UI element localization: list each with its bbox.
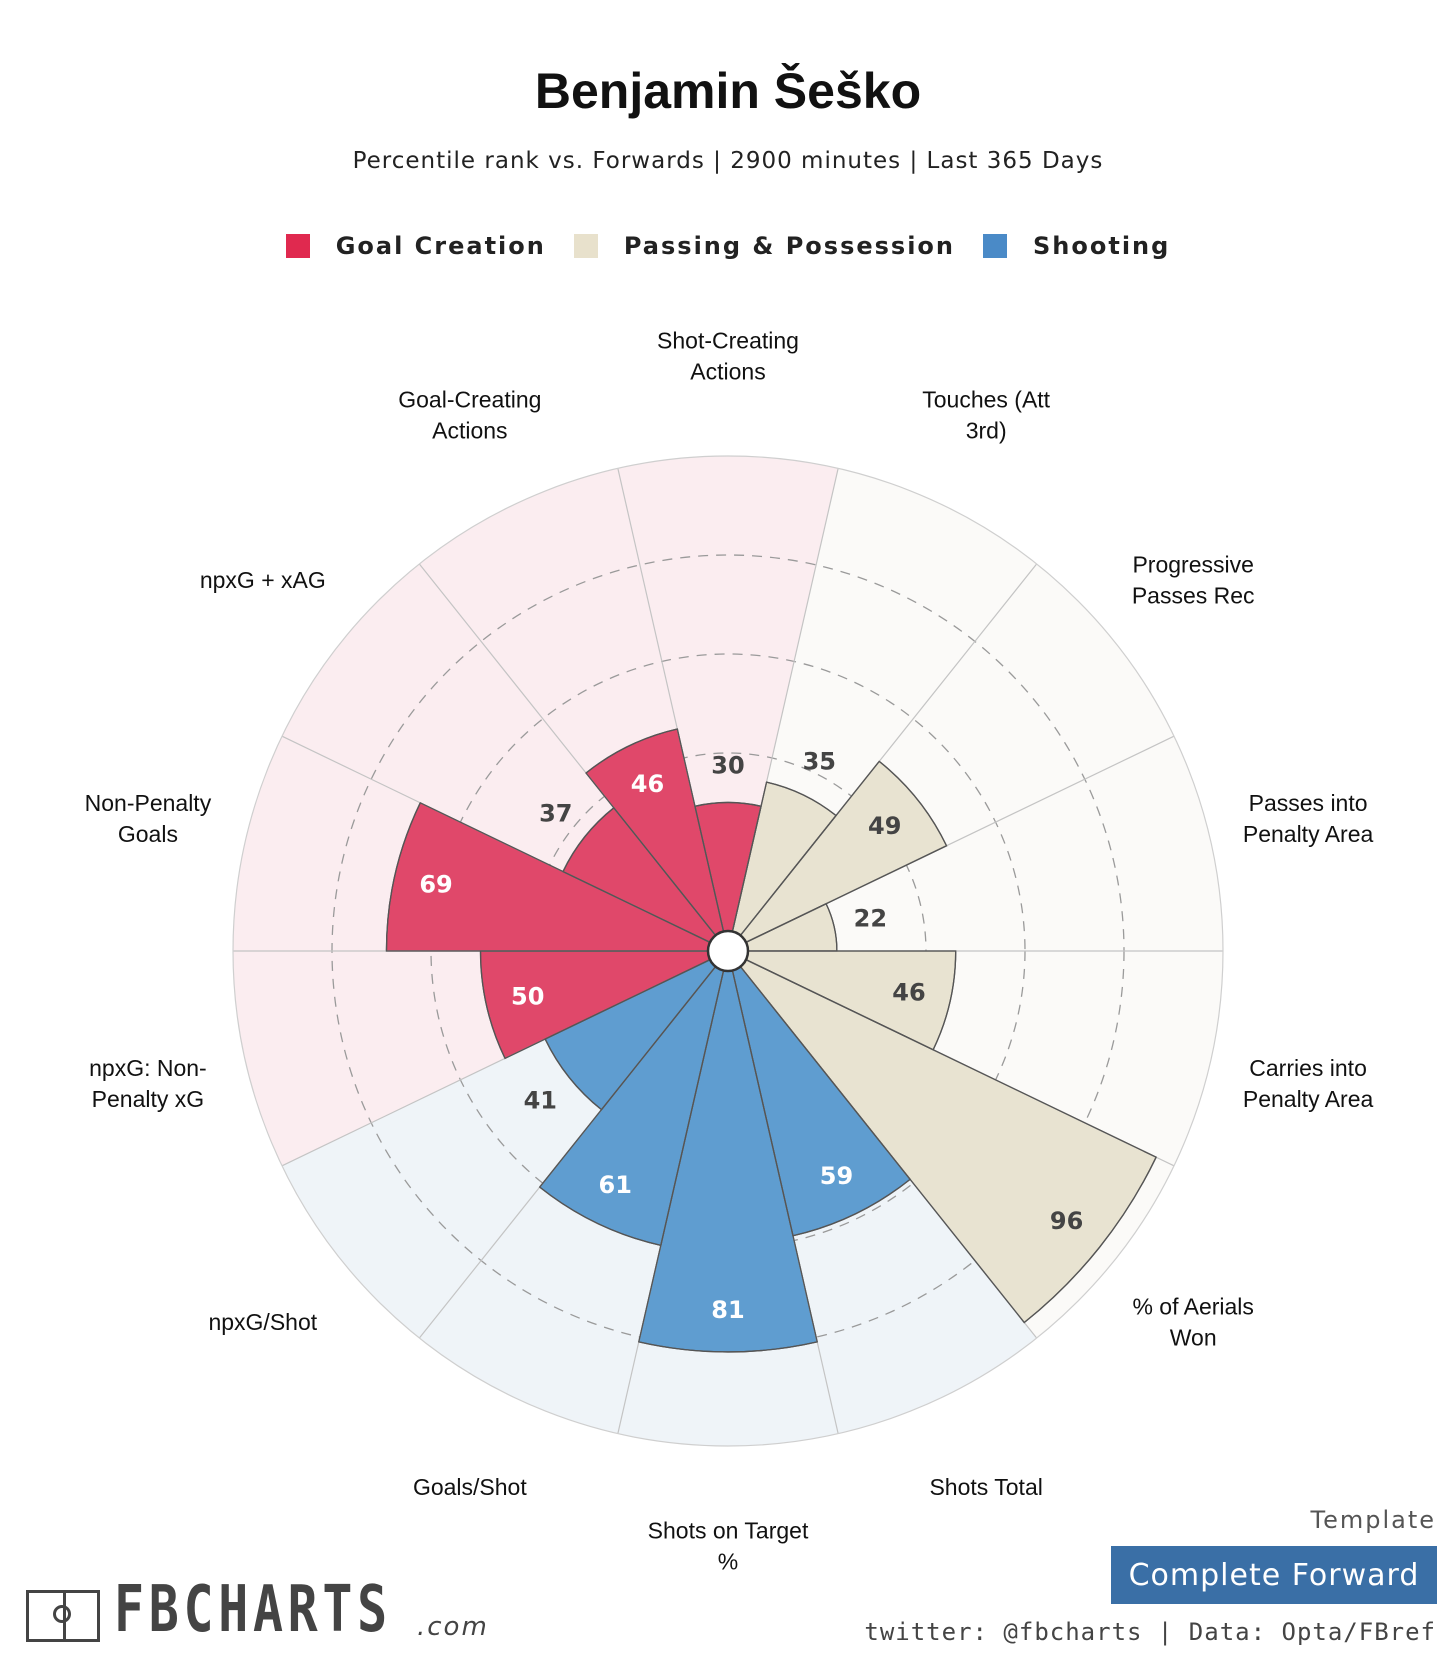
bar-outline-shots-on-target: [638, 950, 818, 1353]
legend-swatch-shooting: [983, 234, 1007, 258]
chart-title: Benjamin Šeško: [534, 63, 922, 119]
value-label-non-penalty-goals: 69: [419, 870, 452, 898]
sector-bg-shot-creating-actions: [617, 456, 839, 951]
axis-label-of-aerials-won: % of Aerials Won: [1132, 1293, 1253, 1350]
value-label-shots-total: 59: [820, 1162, 853, 1190]
value-label-shot-creating-actions: 30: [711, 751, 744, 779]
bar-outline-progressive-passes-rec: [727, 760, 948, 952]
legend-swatch-goal-creation: [285, 234, 310, 258]
axis-label-goals-shot: Goals/Shot: [413, 1474, 527, 1500]
legend-item-passing-possession: Passing & Possession: [573, 232, 955, 260]
outer-ring: [232, 455, 1224, 1447]
logo-suffix: .com: [417, 1612, 489, 1642]
axis-label-npxg-non-penalty-xg: npxG: Non-Penalty xG: [89, 1055, 207, 1112]
legend-item-shooting: Shooting: [983, 232, 1170, 260]
legend-label-shooting: Shooting: [1033, 232, 1171, 260]
axis-label-progressive-passes-rec: Progressive Passes Rec: [1132, 552, 1255, 609]
value-label-passes-into-penalty-area: 22: [854, 905, 887, 933]
value-label-touches-att-3rd: 35: [803, 747, 836, 775]
legend: Goal Creation Passing & Possession Shoot…: [0, 232, 1456, 260]
legend-label-goal-creation: Goal Creation: [335, 232, 546, 260]
axis-label-npxg-xag: npxG + xAG: [200, 567, 326, 593]
value-label-carries-into-penalty-area: 46: [892, 978, 925, 1006]
value-label-goals-shot: 61: [599, 1171, 632, 1199]
axis-label-non-penalty-goals: Non-Penalty Goals: [85, 790, 212, 847]
axis-label-shot-creating-actions: Shot-Creating Actions: [657, 328, 799, 385]
axis-label-goal-creating-actions: Goal-Creating Actions: [398, 386, 541, 443]
axis-label-npxg-shot: npxG/Shot: [208, 1309, 317, 1335]
value-label-of-aerials-won: 96: [1050, 1207, 1083, 1235]
value-label-progressive-passes-rec: 49: [868, 812, 901, 840]
value-label-shots-on-target: 81: [711, 1296, 744, 1324]
pitch-icon: [26, 1590, 100, 1642]
value-label-npxg-non-penalty-xg: 50: [511, 983, 544, 1011]
sector-bg-passes-into-penalty-area: [728, 736, 1223, 951]
bar-outline-shots-total: [727, 950, 912, 1237]
value-label-goal-creating-actions: 46: [631, 770, 664, 798]
fbcharts-logo: FBCHARTS .com: [26, 1573, 487, 1647]
legend-item-goal-creation: Goal Creation: [285, 232, 546, 260]
template-badge: Complete Forward: [1111, 1546, 1437, 1604]
axis-label-shots-on-target: Shots on Target%: [648, 1518, 809, 1575]
legend-label-passing-possession: Passing & Possession: [623, 232, 955, 260]
legend-swatch-passing-possession: [573, 234, 598, 258]
bar-outline-goal-creating-actions: [585, 728, 729, 952]
credits: twitter: @fbcharts | Data: Opta/FBref: [864, 1618, 1436, 1646]
chart-subtitle: Percentile rank vs. Forwards | 2900 minu…: [352, 148, 1104, 174]
bar-outline-npxg-non-penalty-xg: [479, 950, 729, 1060]
bar-outline-of-aerials-won: [727, 950, 1158, 1324]
axis-label-carries-into-penalty-area: Carries into Penalty Area: [1243, 1055, 1374, 1112]
axis-label-shots-total: Shots Total: [929, 1474, 1042, 1500]
bar-outline-carries-into-penalty-area: [727, 950, 957, 1051]
logo-text: FBCHARTS: [114, 1573, 392, 1647]
bar-outline-non-penalty-goals: [385, 801, 729, 952]
value-label-npxg-xag: 37: [539, 800, 572, 828]
value-label-npxg-shot: 41: [524, 1087, 557, 1115]
template-label: Template: [1310, 1506, 1436, 1534]
bar-outline-goals-shot: [538, 950, 729, 1247]
axis-label-touches-att-3rd: Touches (Att 3rd): [922, 386, 1050, 443]
axis-label-passes-into-penalty-area: Passes into Penalty Area: [1243, 790, 1374, 847]
center-hole: [706, 929, 750, 973]
